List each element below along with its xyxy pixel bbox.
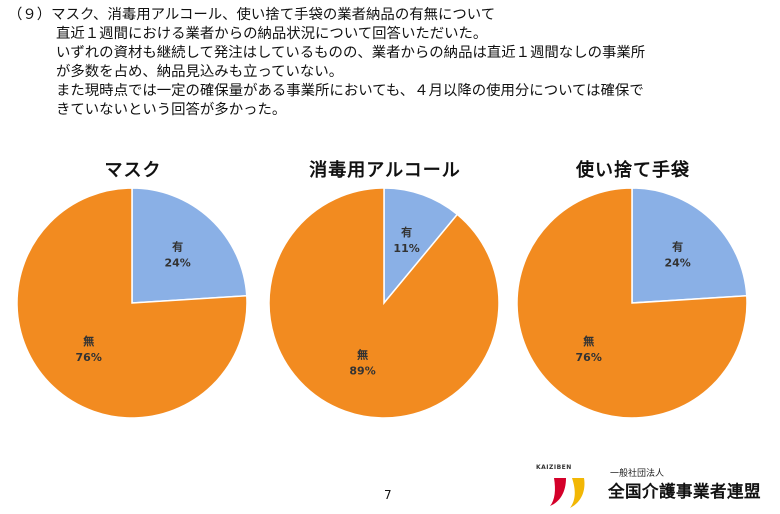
slice-category-label: 無 [357,348,368,362]
body-text-line-5: きていないという回答が多かった。 [56,102,287,118]
logo-subtitle: 一般社団法人 [610,469,665,479]
logo-brand-text: KAIZIBEN [536,464,572,471]
chart-title: マスク [104,160,162,181]
pie-svg: 有 11% 無 89% [268,188,500,419]
body-text-line-2: いずれの資材も継続して発注はしているものの、業者からの納品は直近１週間なしの事業… [56,45,646,61]
body-text-line-3: が多数を占め、納品見込みも立っていない。 [56,64,344,80]
pie-slice-no [516,188,748,419]
logo-mark-icon [550,478,585,508]
chart-title: 使い捨て手袋 [576,160,690,181]
pie-slice-yes [383,188,459,306]
section-title: （９）マスク、消毒用アルコール、使い捨て手袋の業者納品の有無について [8,7,496,23]
slice-percent-label: 24% [664,256,690,269]
report-heading: （９）マスク、消毒用アルコール、使い捨て手袋の業者納品の有無について 直近１週間… [8,6,776,120]
pie-chart-gloves: 使い捨て手袋 有 24% 無 76% [508,148,758,438]
pie-slice-no [16,188,248,419]
slice-percent-label: 76% [76,351,102,364]
pie-slice-yes [631,188,748,304]
slice-percent-label: 89% [349,365,375,378]
pie-slice-no [268,188,500,419]
pie-svg: 有 24% 無 76% [16,188,248,419]
slice-category-label: 有 [172,239,183,253]
organization-logo: KAIZIBEN 一般社団法人 全国介護事業者連盟 [532,462,780,512]
slice-percent-label: 76% [576,351,602,364]
slice-category-label: 有 [401,225,412,239]
pie-svg: 有 24% 無 76% [516,188,748,419]
slice-percent-label: 11% [393,242,419,255]
logo-organization-name: 全国介護事業者連盟 [608,482,761,501]
pie-slice-yes [131,188,248,304]
slice-percent-label: 24% [164,256,190,269]
pie-chart-mask: マスク 有 24% 無 76% [8,148,258,438]
slice-category-label: 無 [583,334,594,348]
slice-category-label: 無 [83,334,94,348]
slice-category-label: 有 [672,239,683,253]
body-text-line-1: 直近１週間における業者からの納品状況について回答いただいた。 [56,26,488,42]
chart-title: 消毒用アルコール [309,160,461,181]
body-text-line-4: また現時点では一定の確保量がある事業所においても、４月以降の使用分については確保… [56,83,644,99]
pie-chart-alcohol: 消毒用アルコール 有 11% 無 89% [260,148,510,438]
page-number: 7 [384,488,392,502]
